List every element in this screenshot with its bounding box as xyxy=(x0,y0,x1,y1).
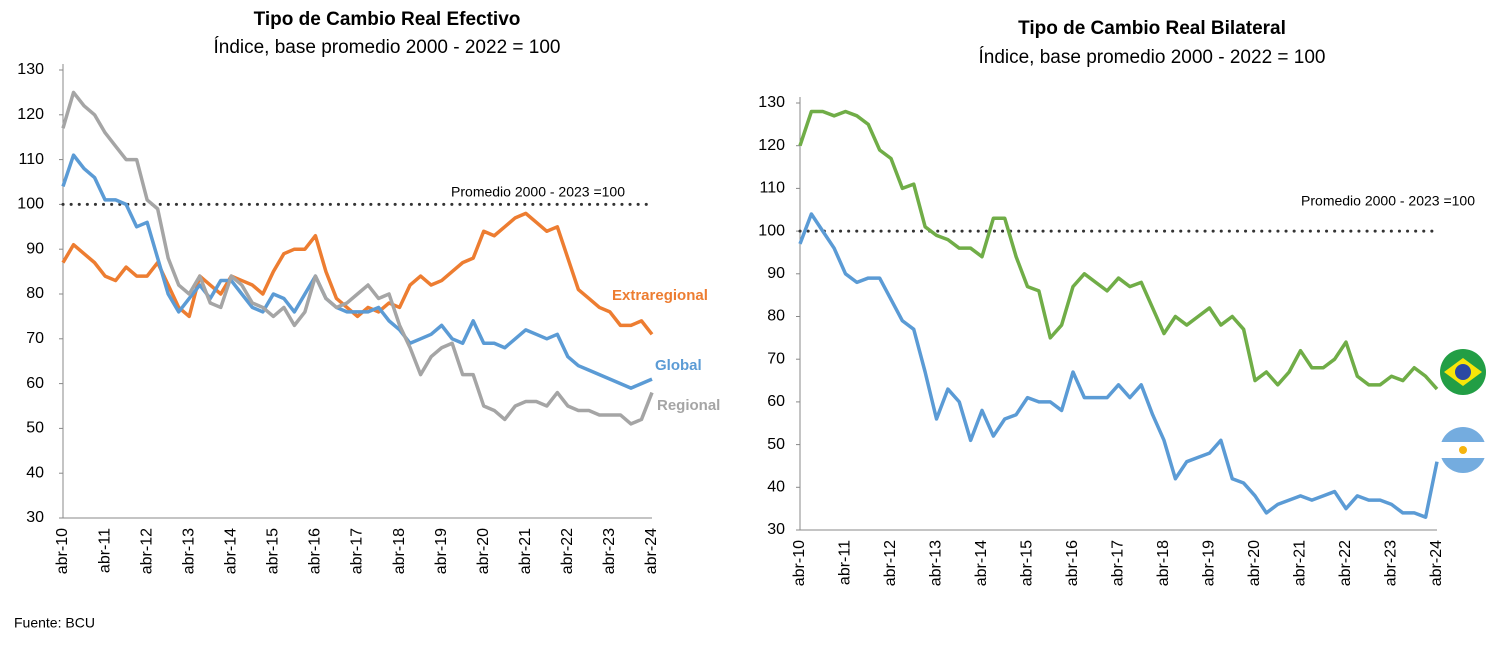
chart-subtitle: Índice, base promedio 2000 - 2022 = 100 xyxy=(213,37,560,58)
chart-subtitle: Índice, base promedio 2000 - 2022 = 100 xyxy=(978,47,1325,68)
y-tick-label: 110 xyxy=(759,180,785,197)
x-tick-label: abr-24 xyxy=(643,528,660,574)
series-line xyxy=(61,90,654,426)
x-tick-label: abr-21 xyxy=(517,528,534,574)
y-tick-label: 130 xyxy=(758,94,785,111)
x-tick-label: abr-24 xyxy=(1428,540,1445,586)
x-tick-label: abr-18 xyxy=(1155,540,1172,586)
x-tick-label: abr-15 xyxy=(1019,540,1036,586)
reference-label: Promedio 2000 - 2023 =100 xyxy=(451,184,625,200)
y-tick-label: 100 xyxy=(758,222,785,239)
series-line xyxy=(798,109,1439,391)
y-tick-label: 90 xyxy=(26,240,44,257)
series-line xyxy=(798,212,1439,519)
x-tick-label: abr-16 xyxy=(307,528,324,574)
y-tick-label: 120 xyxy=(17,106,44,123)
x-tick-label: abr-20 xyxy=(475,528,492,574)
y-tick-label: 60 xyxy=(767,393,785,410)
y-tick-label: 100 xyxy=(17,196,44,213)
series-line xyxy=(61,153,653,390)
y-tick-label: 80 xyxy=(26,285,44,302)
y-tick-label: 50 xyxy=(767,436,785,453)
flag-brazil xyxy=(1440,349,1486,395)
y-tick-label: 90 xyxy=(767,265,785,282)
x-tick-label: abr-22 xyxy=(559,528,576,574)
reference-label: Promedio 2000 - 2023 =100 xyxy=(1301,193,1475,209)
x-tick-label: abr-16 xyxy=(1064,540,1081,586)
x-tick-label: abr-19 xyxy=(1201,540,1218,586)
x-tick-label: abr-11 xyxy=(96,528,113,573)
x-tick-label: abr-23 xyxy=(601,528,618,574)
y-tick-label: 130 xyxy=(17,61,44,78)
flag-argentina xyxy=(1440,427,1486,473)
y-tick-label: 40 xyxy=(767,479,785,496)
x-tick-label: abr-17 xyxy=(1110,540,1127,586)
x-tick-label: abr-20 xyxy=(1246,540,1263,586)
y-tick-label: 60 xyxy=(26,375,44,392)
series-label: Regional xyxy=(657,397,720,414)
y-tick-label: 30 xyxy=(26,509,44,526)
source: Fuente: BCU xyxy=(14,615,95,631)
y-tick-label: 40 xyxy=(26,464,44,481)
y-tick-label: 70 xyxy=(767,350,785,367)
x-tick-label: abr-10 xyxy=(791,540,808,586)
x-tick-label: abr-18 xyxy=(391,528,408,574)
x-tick-label: abr-22 xyxy=(1337,540,1354,586)
x-tick-label: abr-12 xyxy=(882,540,899,586)
x-tick-label: abr-19 xyxy=(433,528,450,574)
x-tick-label: abr-13 xyxy=(180,528,197,574)
chart-title: Tipo de Cambio Real Bilateral xyxy=(1018,18,1286,39)
x-tick-label: abr-14 xyxy=(223,528,240,574)
y-tick-label: 80 xyxy=(767,308,785,325)
y-tick-label: 70 xyxy=(26,330,44,347)
x-tick-label: abr-10 xyxy=(54,528,71,574)
y-tick-label: 50 xyxy=(26,420,44,437)
chart-title: Tipo de Cambio Real Efectivo xyxy=(254,9,521,30)
x-tick-label: abr-15 xyxy=(265,528,282,574)
x-tick-label: abr-14 xyxy=(973,540,990,586)
x-tick-label: abr-13 xyxy=(928,540,945,586)
x-tick-label: abr-12 xyxy=(138,528,155,574)
y-tick-label: 110 xyxy=(18,151,44,168)
series-label: Global xyxy=(655,357,702,374)
y-tick-label: 120 xyxy=(758,137,785,154)
x-tick-label: abr-17 xyxy=(349,528,366,574)
y-tick-label: 30 xyxy=(767,521,785,538)
x-tick-label: abr-23 xyxy=(1383,540,1400,586)
series-label: Extraregional xyxy=(612,287,708,304)
x-tick-label: abr-11 xyxy=(837,540,854,585)
x-tick-label: abr-21 xyxy=(1292,540,1309,586)
